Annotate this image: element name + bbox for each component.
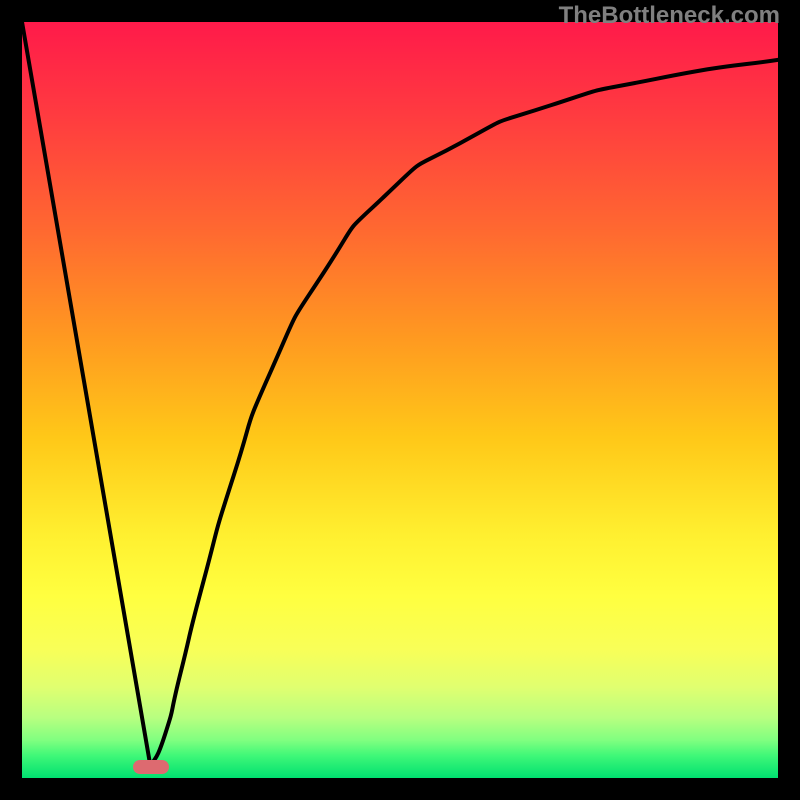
- attribution-text: TheBottleneck.com: [559, 2, 780, 30]
- min-marker-pill: [133, 760, 169, 774]
- curve-layer: [22, 22, 778, 778]
- bottleneck-curve-path: [22, 22, 778, 767]
- stage: TheBottleneck.com: [0, 0, 800, 800]
- plot-frame: [22, 22, 778, 778]
